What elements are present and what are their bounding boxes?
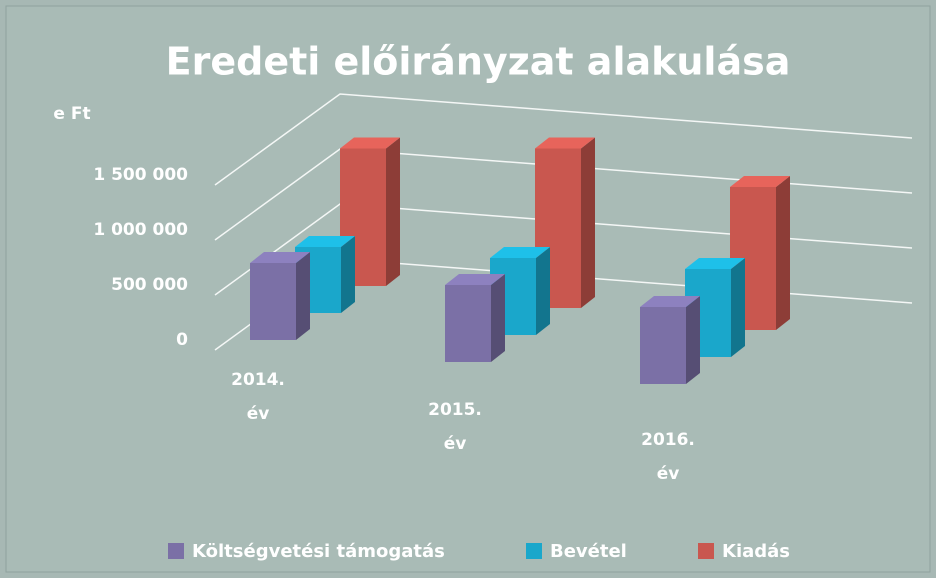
y-tick-label: 0 <box>176 330 188 350</box>
bar-top <box>250 252 310 263</box>
x-tick-label: 2015. év <box>428 400 482 454</box>
bar-front <box>445 285 491 362</box>
label-line: év <box>657 464 680 484</box>
bar-top <box>340 137 400 149</box>
bar-side <box>581 137 595 308</box>
label-line: 2015. <box>428 400 482 420</box>
legend-label: Költségvetési támogatás <box>192 541 445 562</box>
grid-line <box>214 93 913 186</box>
x-tick-label: 2014. év <box>231 370 285 424</box>
bar-top <box>535 137 595 149</box>
bar-side <box>296 252 310 340</box>
label-line: 2016. <box>641 430 695 450</box>
bar-side <box>686 296 700 384</box>
y-tick-label: 1 000 000 <box>93 220 188 240</box>
bar-top <box>490 247 550 258</box>
label-line: év <box>444 434 467 454</box>
bar-top <box>685 258 745 269</box>
legend-swatch <box>526 543 542 559</box>
x-tick-label: 2016. év <box>641 430 695 484</box>
bar-front <box>640 307 686 384</box>
label-line: 2014. <box>231 370 285 390</box>
legend-label: Bevétel <box>550 541 627 562</box>
bar-front <box>250 263 296 340</box>
bar-side <box>731 258 745 357</box>
bar <box>250 252 310 340</box>
legend-swatch <box>698 543 714 559</box>
bar-top <box>295 236 355 247</box>
bar-top <box>730 176 790 187</box>
bar <box>640 296 700 384</box>
bar-side <box>491 274 505 362</box>
bar-side <box>386 137 400 286</box>
bar-side <box>341 236 355 313</box>
y-axis-label: e Ft <box>53 104 90 124</box>
bar <box>535 137 595 308</box>
label-line: év <box>247 404 270 424</box>
y-tick-label: 500 000 <box>111 275 188 295</box>
bar-side <box>776 176 790 330</box>
y-tick-label: 1 500 000 <box>93 165 188 185</box>
legend-label: Kiadás <box>722 541 790 562</box>
bar-side <box>536 247 550 335</box>
bar-top <box>445 274 505 285</box>
chart-title: Eredeti előirányzat alakulása <box>166 40 791 84</box>
bar <box>445 274 505 362</box>
bar <box>490 247 550 335</box>
legend-swatch <box>168 543 184 559</box>
bar-top <box>640 296 700 307</box>
